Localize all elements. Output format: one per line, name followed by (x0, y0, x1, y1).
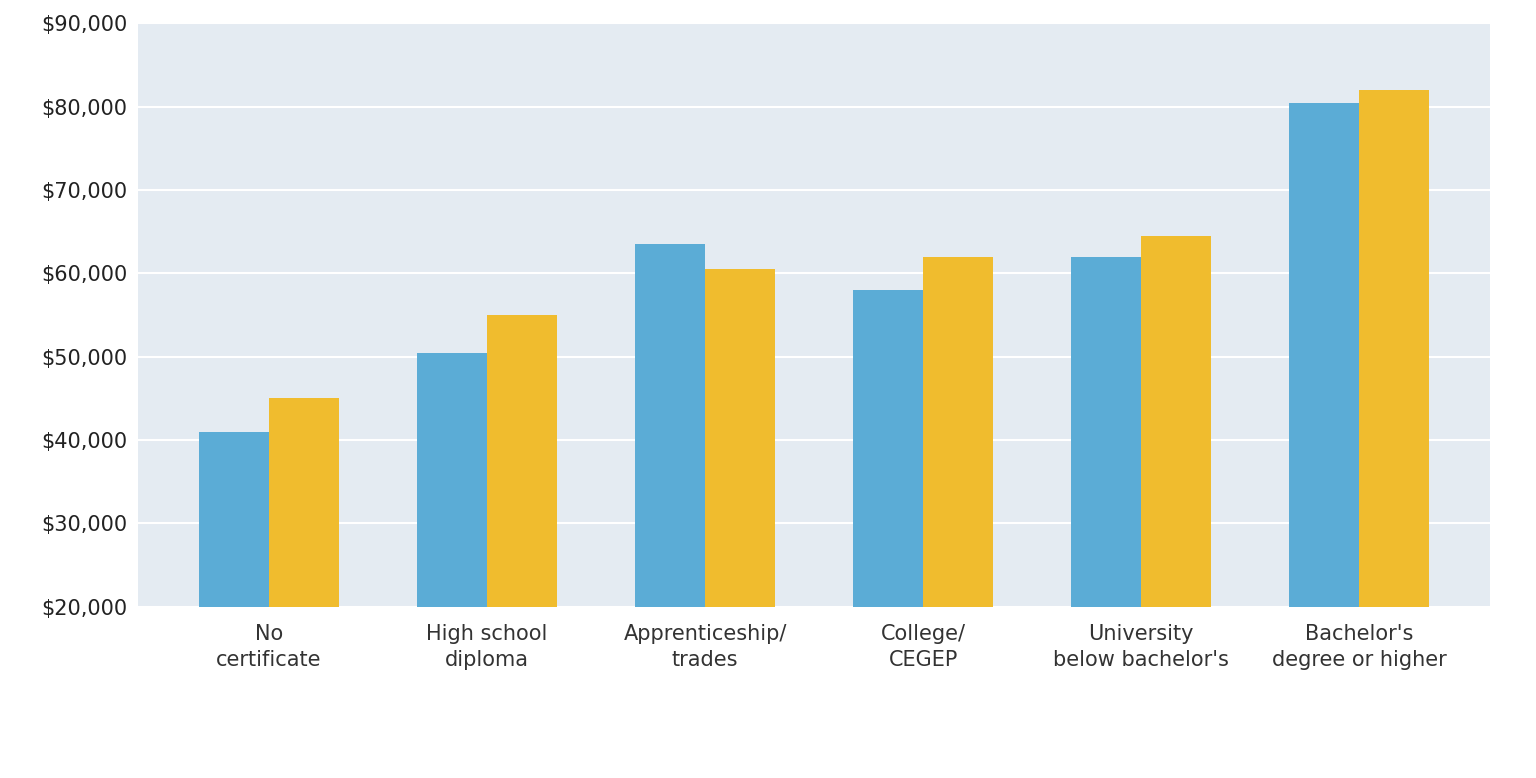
Bar (1071, 257, 1141, 773)
Bar (1359, 90, 1428, 773)
Bar (487, 315, 558, 773)
Bar (1289, 103, 1359, 773)
Bar (200, 432, 269, 773)
Bar (923, 257, 992, 773)
Bar (418, 352, 487, 773)
Bar (1141, 236, 1210, 773)
Bar (269, 398, 339, 773)
Bar (636, 244, 705, 773)
Bar (854, 290, 923, 773)
Bar (705, 269, 774, 773)
